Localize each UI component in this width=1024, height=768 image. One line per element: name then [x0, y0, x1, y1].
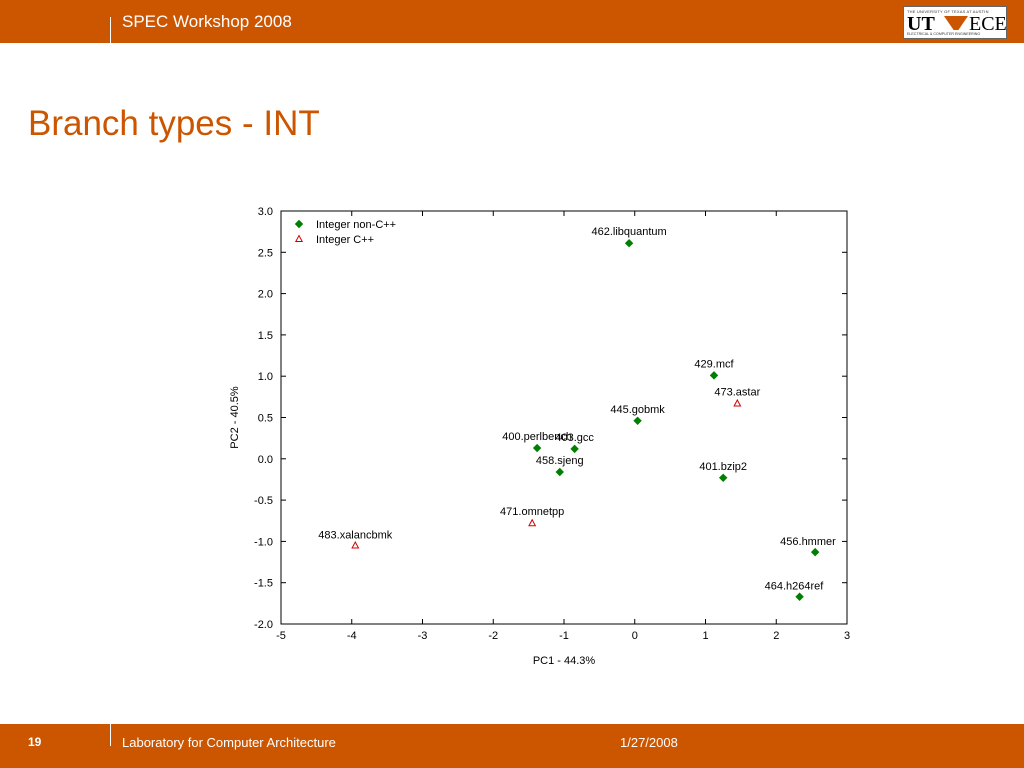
page-number: 19 [28, 735, 42, 749]
footer-lab: Laboratory for Computer Architecture [122, 735, 336, 750]
data-point [528, 518, 537, 527]
logo-ut: UT [907, 13, 935, 35]
logo-bottom-text: ELECTRICAL & COMPUTER ENGINEERING [907, 32, 981, 36]
point-label: 403.gcc [555, 432, 594, 444]
point-label: 429.mcf [694, 358, 734, 370]
x-tick-label: -5 [276, 630, 286, 642]
data-point [570, 444, 579, 454]
data-point [555, 467, 564, 477]
y-tick-label: 1.5 [258, 330, 273, 342]
x-tick-label: 3 [844, 630, 850, 642]
y-tick-label: 2.5 [258, 247, 273, 259]
y-tick-label: -0.5 [254, 495, 273, 507]
legend-label: Integer C++ [316, 234, 374, 246]
header-divider [110, 17, 111, 43]
y-tick-label: 2.0 [258, 289, 273, 301]
plot-frame [280, 210, 848, 625]
point-label: 400.perlbench [502, 431, 572, 443]
legend-label: Integer non-C++ [316, 219, 396, 231]
x-tick-label: 2 [773, 630, 779, 642]
point-label: 473.astar [714, 386, 760, 398]
tower-icon [944, 16, 968, 30]
scatter-chart: -5 -4 -3 -2 -1 0 1 2 3 3.0 2.5 2.0 1.5 1.0 0.5 0.0 -0.5 -… [229, 206, 850, 667]
x-tick-label: -4 [347, 630, 357, 642]
point-label: 445.gobmk [610, 404, 665, 416]
y-tick-label: 0.5 [258, 413, 273, 425]
x-tick-label: -1 [559, 630, 569, 642]
data-point [733, 398, 742, 407]
data-point [351, 540, 360, 549]
data-point [718, 473, 728, 483]
data-point [709, 371, 719, 380]
point-label: 483.xalancbmk [318, 530, 392, 542]
point-label: 456.hmmer [780, 536, 836, 548]
logo-ece: ECE [969, 13, 1007, 35]
header-bar: SPEC Workshop 2008 THE UNIVERSITY OF TEX… [0, 0, 1024, 43]
data-point [532, 443, 542, 453]
y-tick-label: 3.0 [258, 206, 273, 218]
legend-marker [294, 219, 304, 229]
footer-date: 1/27/2008 [620, 735, 678, 750]
ut-ece-logo: THE UNIVERSITY OF TEXAS AT AUSTIN UT ECE… [903, 6, 1007, 39]
data-point [795, 592, 804, 601]
x-tick-label: -3 [418, 630, 428, 642]
slide-title: Branch types - INT [28, 104, 320, 143]
y-tick-label: -1.5 [254, 578, 273, 590]
y-tick-label: -2.0 [254, 619, 273, 631]
point-label: 462.libquantum [591, 226, 666, 238]
y-tick-label: -1.0 [254, 536, 273, 548]
point-label: 401.bzip2 [699, 461, 747, 473]
data-point [624, 239, 634, 248]
y-axis-label: PC2 - 40.5% [229, 386, 241, 449]
footer-divider [110, 724, 111, 746]
header-title: SPEC Workshop 2008 [122, 12, 292, 31]
y-tick-label: 1.0 [258, 371, 273, 383]
data-point [810, 547, 820, 557]
x-tick-label: 1 [702, 630, 708, 642]
point-label: 471.omnetpp [500, 506, 564, 518]
y-tick-label: 0.0 [258, 454, 273, 466]
legend-marker [294, 234, 304, 242]
footer-bar: 19 Laboratory for Computer Architecture … [0, 724, 1024, 768]
point-label: 464.h264ref [765, 581, 825, 593]
logo-top-text: THE UNIVERSITY OF TEXAS AT AUSTIN [907, 9, 989, 14]
x-axis-label: PC1 - 44.3% [533, 655, 596, 667]
point-label: 458.sjeng [536, 455, 584, 467]
x-tick-label: -2 [488, 630, 498, 642]
x-tick-label: 0 [632, 630, 638, 642]
data-point [633, 416, 642, 426]
